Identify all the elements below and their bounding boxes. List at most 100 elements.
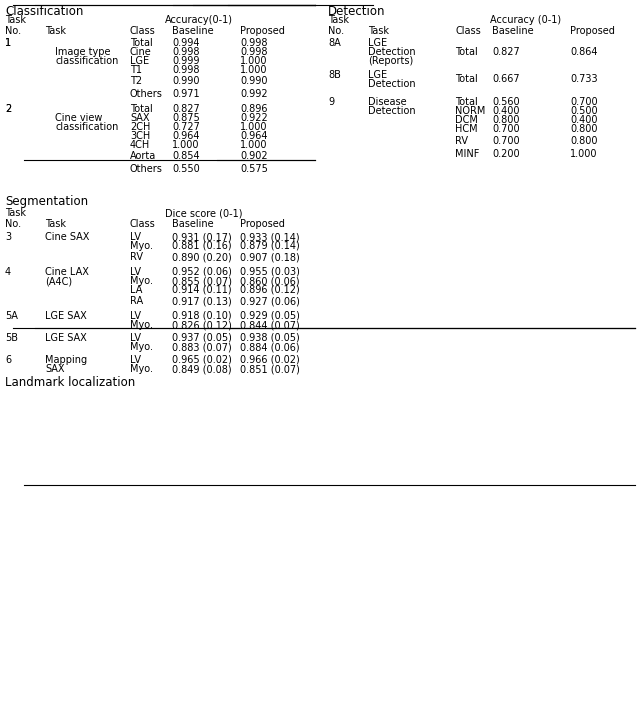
- Text: 0.999: 0.999: [172, 56, 200, 66]
- Text: 0.575: 0.575: [240, 164, 268, 174]
- Text: 0.998: 0.998: [172, 47, 200, 57]
- Text: Total: Total: [455, 97, 477, 107]
- Text: Myo.: Myo.: [130, 320, 153, 330]
- Text: 0.952 (0.06): 0.952 (0.06): [172, 267, 232, 277]
- Text: Baseline: Baseline: [172, 219, 214, 229]
- Text: DCM: DCM: [455, 115, 478, 125]
- Text: Cine LAX: Cine LAX: [45, 267, 89, 277]
- Text: Total: Total: [455, 74, 477, 84]
- Text: (A4C): (A4C): [45, 276, 72, 286]
- Text: Detection: Detection: [368, 47, 415, 57]
- Text: 0.929 (0.05): 0.929 (0.05): [240, 311, 300, 321]
- Text: 0.998: 0.998: [240, 38, 268, 48]
- Text: 0.826 (0.12): 0.826 (0.12): [172, 320, 232, 330]
- Text: 0.966 (0.02): 0.966 (0.02): [240, 355, 300, 365]
- Text: 0.902: 0.902: [240, 151, 268, 161]
- Text: 1: 1: [5, 38, 11, 48]
- Text: Task: Task: [328, 15, 349, 25]
- Text: 0.700: 0.700: [492, 136, 520, 146]
- Text: 0.560: 0.560: [492, 97, 520, 107]
- Text: 6: 6: [5, 355, 11, 365]
- Text: RA: RA: [130, 296, 143, 306]
- Text: 0.931 (0.17): 0.931 (0.17): [172, 232, 232, 242]
- Text: 3CH: 3CH: [130, 131, 150, 141]
- Text: 0.800: 0.800: [492, 115, 520, 125]
- Text: 1.000: 1.000: [240, 122, 268, 132]
- Text: 0.938 (0.05): 0.938 (0.05): [240, 333, 300, 343]
- Text: T2: T2: [130, 76, 142, 86]
- Text: 0.727: 0.727: [172, 122, 200, 132]
- Text: LV: LV: [130, 232, 141, 242]
- Text: Mapping: Mapping: [45, 355, 87, 365]
- Text: T1: T1: [130, 65, 142, 75]
- Text: 1: 1: [5, 38, 11, 48]
- Text: SAX: SAX: [45, 364, 65, 374]
- Text: 8A: 8A: [328, 38, 340, 48]
- Text: Cine SAX: Cine SAX: [45, 232, 90, 242]
- Text: Classification: Classification: [5, 5, 83, 18]
- Text: 0.800: 0.800: [570, 136, 598, 146]
- Text: (Reports): (Reports): [368, 56, 413, 66]
- Text: 0.860 (0.06): 0.860 (0.06): [240, 276, 300, 286]
- Text: No.: No.: [5, 219, 21, 229]
- Text: Segmentation: Segmentation: [5, 195, 88, 208]
- Text: Total: Total: [455, 47, 477, 57]
- Text: LA: LA: [130, 285, 142, 295]
- Text: 0.864: 0.864: [570, 47, 598, 57]
- Text: 2CH: 2CH: [130, 122, 150, 132]
- Text: Myo.: Myo.: [130, 342, 153, 352]
- Text: 1.000: 1.000: [172, 140, 200, 150]
- Text: 0.884 (0.06): 0.884 (0.06): [240, 342, 300, 352]
- Text: 8B: 8B: [328, 70, 341, 80]
- Text: SAX: SAX: [130, 113, 150, 123]
- Text: Aorta: Aorta: [130, 151, 156, 161]
- Text: Baseline: Baseline: [492, 26, 534, 36]
- Text: 0.800: 0.800: [570, 124, 598, 134]
- Text: 0.998: 0.998: [172, 65, 200, 75]
- Text: 0.700: 0.700: [570, 97, 598, 107]
- Text: 0.896: 0.896: [240, 104, 268, 114]
- Text: Accuracy(0-1): Accuracy(0-1): [165, 15, 233, 25]
- Text: LGE: LGE: [368, 70, 387, 80]
- Text: LV: LV: [130, 355, 141, 365]
- Text: 0.990: 0.990: [172, 76, 200, 86]
- Text: RV: RV: [455, 136, 468, 146]
- Text: Proposed: Proposed: [570, 26, 615, 36]
- Text: Landmark localization: Landmark localization: [5, 376, 135, 389]
- Text: No.: No.: [328, 26, 344, 36]
- Text: Total: Total: [130, 38, 153, 48]
- Text: 4: 4: [5, 267, 11, 277]
- Text: 0.667: 0.667: [492, 74, 520, 84]
- Text: 4CH: 4CH: [130, 140, 150, 150]
- Text: Disease: Disease: [368, 97, 406, 107]
- Text: LV: LV: [130, 267, 141, 277]
- Text: 0.733: 0.733: [570, 74, 598, 84]
- Text: Task: Task: [5, 208, 26, 218]
- Text: Task: Task: [45, 219, 66, 229]
- Text: 0.855 (0.07): 0.855 (0.07): [172, 276, 232, 286]
- Text: LGE SAX: LGE SAX: [45, 333, 87, 343]
- Text: 0.998: 0.998: [240, 47, 268, 57]
- Text: LV: LV: [130, 333, 141, 343]
- Text: Others: Others: [130, 89, 163, 99]
- Text: 0.200: 0.200: [492, 149, 520, 159]
- Text: RV: RV: [130, 252, 143, 262]
- Text: 1.000: 1.000: [240, 56, 268, 66]
- Text: Class: Class: [130, 26, 156, 36]
- Text: 0.922: 0.922: [240, 113, 268, 123]
- Text: Myo.: Myo.: [130, 241, 153, 251]
- Text: 0.400: 0.400: [570, 115, 598, 125]
- Text: 0.917 (0.13): 0.917 (0.13): [172, 296, 232, 306]
- Text: HCM: HCM: [455, 124, 477, 134]
- Text: Dice score (0-1): Dice score (0-1): [165, 208, 243, 218]
- Text: 0.500: 0.500: [570, 106, 598, 116]
- Text: No.: No.: [5, 26, 21, 36]
- Text: Baseline: Baseline: [172, 26, 214, 36]
- Text: Myo.: Myo.: [130, 276, 153, 286]
- Text: Image type: Image type: [55, 47, 111, 57]
- Text: Detection: Detection: [328, 5, 385, 18]
- Text: Proposed: Proposed: [240, 219, 285, 229]
- Text: 0.400: 0.400: [492, 106, 520, 116]
- Text: Detection: Detection: [368, 106, 415, 116]
- Text: 1.000: 1.000: [240, 65, 268, 75]
